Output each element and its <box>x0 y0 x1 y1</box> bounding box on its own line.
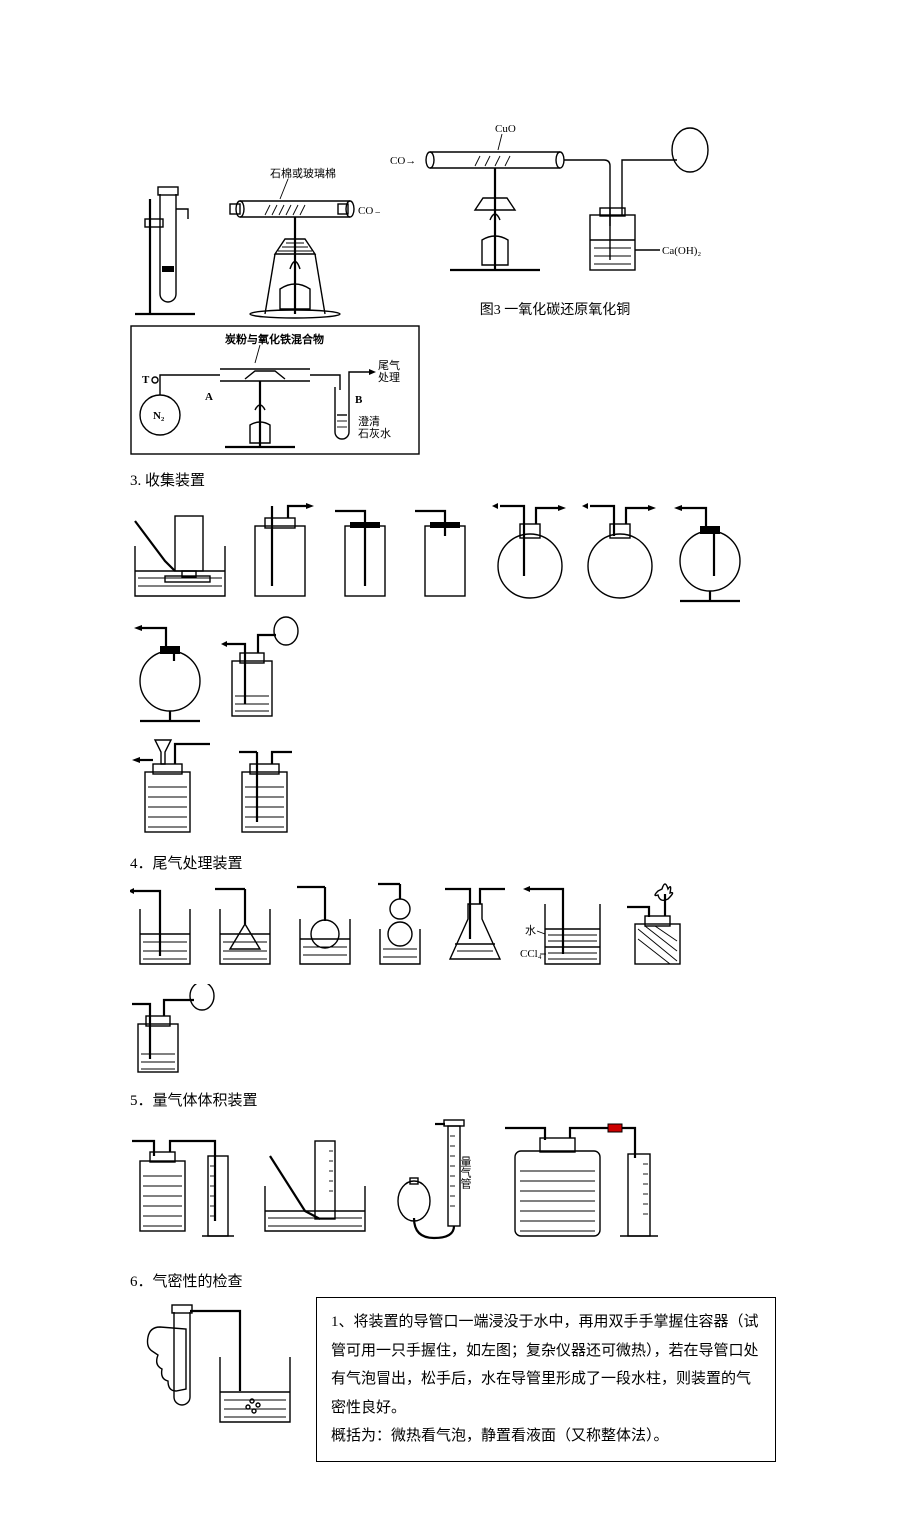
diagram-wash-bottle <box>230 732 300 842</box>
collection-row-2 <box>130 732 790 842</box>
diagram-testtube-stand <box>130 159 200 319</box>
diagram-co-reduce-cuo: CuO CO→ <box>390 120 720 319</box>
diagram-bottle-balloon <box>220 616 300 726</box>
label-t: T <box>142 374 150 386</box>
diagram-airtight-check <box>130 1297 300 1437</box>
diagram-water-trough <box>130 496 230 606</box>
label-cuo: CuO <box>495 123 516 135</box>
diagram-gas-jar-twotube <box>240 496 320 606</box>
gas-volume-row: 量气管 <box>130 1116 790 1246</box>
diagram-bulb-funnel <box>290 879 360 974</box>
label-limewater2: 石灰水 <box>358 426 391 440</box>
caption-fig3: 图3 一氧化碳还原氧化铜 <box>390 299 720 319</box>
diagram-bottle-cylinder <box>130 1116 250 1246</box>
diagram-trough-cylinder <box>260 1116 370 1246</box>
diagram-bulb-stand-2 <box>130 616 210 726</box>
diagram-round-flask-2 <box>580 496 660 606</box>
infobox-airtight: 1、将装置的导管口一端浸没于水中，再用双手手掌握住容器（试管可用一只手握住，如左… <box>316 1297 776 1462</box>
diagram-bottle-to-balloon <box>130 984 215 1079</box>
diagram-water-ccl4: 水 CCl₄ <box>520 879 615 974</box>
figure-row-1: 石棉或玻璃棉 CO→ <box>130 120 790 319</box>
label-carbon-fe: 炭粉与氧化铁混合物 <box>225 332 324 346</box>
label-b: B <box>355 394 363 406</box>
label-limewater1: 澄清 <box>358 414 380 428</box>
diagram-down-jar <box>410 496 480 606</box>
diagram-round-flask-1 <box>490 496 570 606</box>
svg-text:CO→: CO→ <box>390 155 416 167</box>
infobox-p2: 概括为：微热看气泡，静置看液面（又称整体法）。 <box>331 1422 761 1451</box>
label-asbestos: 石棉或玻璃棉 <box>270 166 336 180</box>
label-gas-tube: 量气管 <box>459 1156 472 1190</box>
diagram-carbon-fe-apparatus: 炭粉与氧化铁混合物 N₂ T A B 尾气 处理 澄清 石灰水 <box>130 325 790 455</box>
diagram-burn-tailgas <box>625 879 700 974</box>
label-tailgas: 尾气 <box>378 358 400 372</box>
heading-5: 5．量气体体积装置 <box>130 1089 790 1110</box>
diagram-horizontal-tube-burner: 石棉或玻璃棉 CO→ <box>210 159 380 319</box>
diagram-eudiometer: 量气管 <box>380 1116 490 1246</box>
diagram-beaker-funnel <box>210 879 280 974</box>
tailgas-row: 水 CCl₄ <box>130 879 790 1079</box>
diagram-water-disp-funnel <box>130 732 220 842</box>
diagram-reservoir-cylinder <box>500 1116 680 1246</box>
label-a: A <box>205 391 213 403</box>
diagram-bulb-stand-1 <box>670 496 750 606</box>
label-tailgas2: 处理 <box>378 371 400 384</box>
collection-row-1 <box>130 496 790 726</box>
diagram-beaker-absorb <box>130 879 200 974</box>
diagram-double-bulb <box>370 879 430 974</box>
label-ccl4: CCl₄ <box>520 948 542 960</box>
heading-3: 3. 收集装置 <box>130 469 790 490</box>
diagram-conical-flask <box>440 879 510 974</box>
label-water: 水 <box>525 924 536 937</box>
label-co-arrow: CO→ <box>358 205 380 217</box>
label-caoh2: Ca(OH)₂ <box>662 245 701 257</box>
heading-4: 4．尾气处理装置 <box>130 852 790 873</box>
infobox-p1: 1、将装置的导管口一端浸没于水中，再用双手手掌握住容器（试管可用一只手握住，如左… <box>331 1308 761 1422</box>
diagram-up-jar <box>330 496 400 606</box>
heading-6: 6．气密性的检查 <box>130 1270 790 1291</box>
label-n2: N₂ <box>153 410 165 422</box>
